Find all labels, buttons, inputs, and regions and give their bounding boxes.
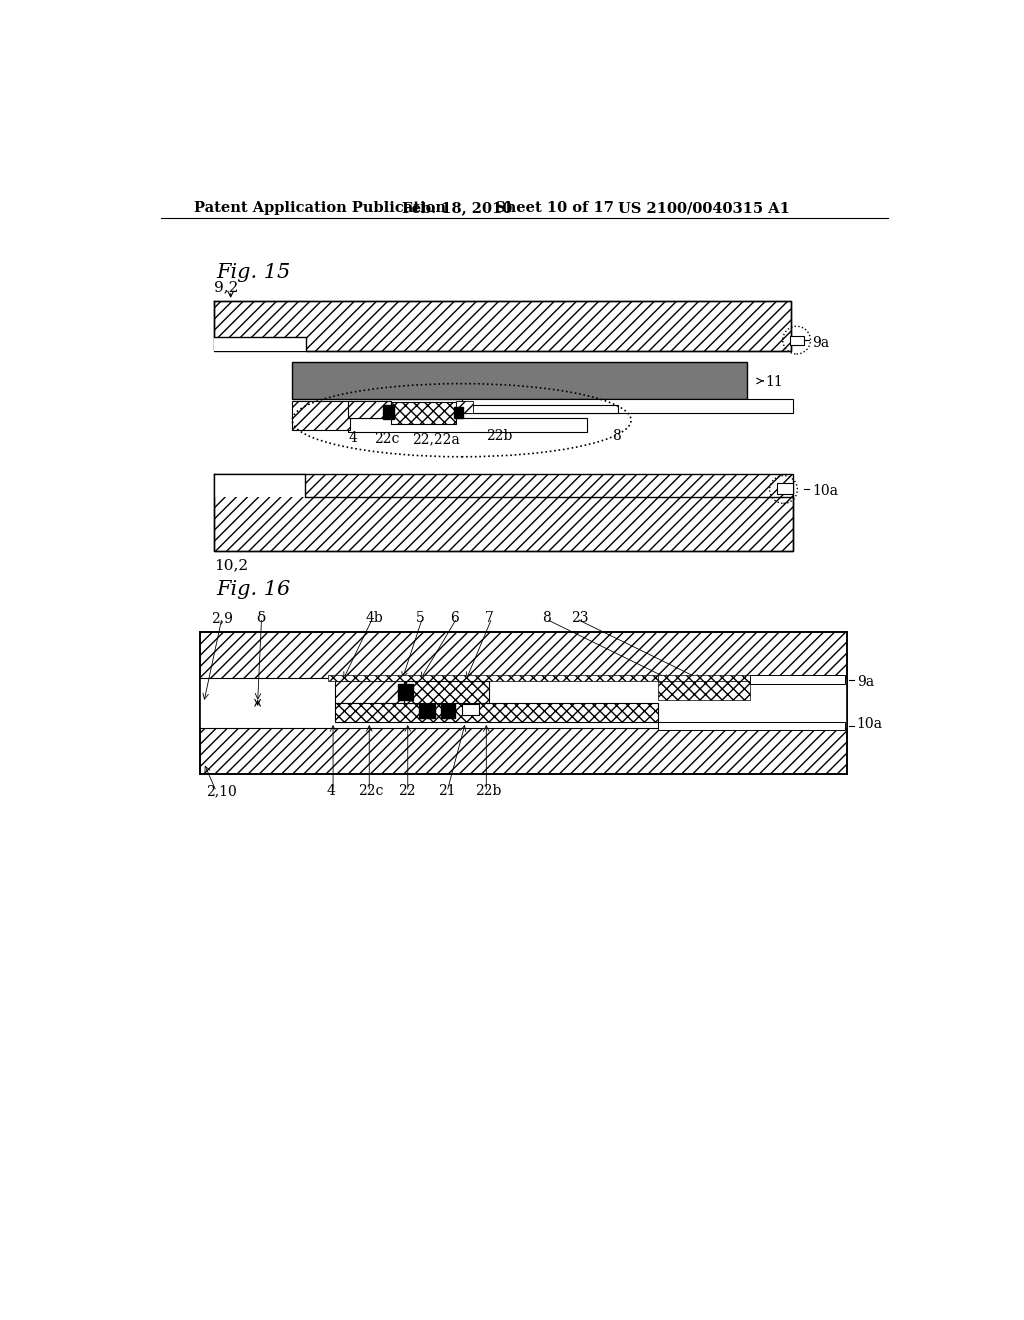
Text: 23: 23 bbox=[571, 611, 589, 626]
Text: 8: 8 bbox=[543, 611, 551, 626]
Bar bbox=[348, 401, 391, 418]
Text: 9a: 9a bbox=[857, 675, 873, 689]
Bar bbox=[214, 474, 304, 498]
Text: 22: 22 bbox=[398, 784, 416, 799]
Text: 9,2: 9,2 bbox=[214, 281, 239, 294]
Bar bbox=[790, 335, 804, 345]
Text: 4: 4 bbox=[327, 784, 336, 799]
Text: 24: 24 bbox=[295, 416, 313, 429]
Bar bbox=[214, 474, 793, 552]
Bar bbox=[292, 363, 746, 400]
Bar bbox=[658, 675, 751, 681]
Text: 10,2: 10,2 bbox=[214, 558, 248, 572]
Text: 10a: 10a bbox=[857, 717, 883, 731]
Text: δ: δ bbox=[256, 611, 265, 626]
Text: 22c: 22c bbox=[357, 784, 383, 799]
Bar bbox=[200, 632, 847, 775]
Text: Fig. 15: Fig. 15 bbox=[217, 263, 291, 282]
Bar bbox=[462, 400, 793, 413]
Bar bbox=[419, 705, 435, 718]
Bar bbox=[397, 684, 413, 700]
Bar bbox=[214, 301, 792, 351]
Bar bbox=[462, 705, 478, 715]
Text: 6: 6 bbox=[451, 611, 459, 626]
Bar bbox=[751, 675, 845, 684]
Text: 5: 5 bbox=[408, 401, 417, 416]
Bar bbox=[329, 675, 658, 681]
Text: 22b: 22b bbox=[475, 784, 502, 799]
Text: US 2100/0040315 A1: US 2100/0040315 A1 bbox=[617, 202, 790, 215]
Bar bbox=[441, 705, 455, 718]
Text: 4: 4 bbox=[348, 430, 357, 445]
Bar bbox=[348, 418, 587, 432]
Text: Feb. 18, 2010: Feb. 18, 2010 bbox=[401, 202, 512, 215]
Text: 7: 7 bbox=[484, 611, 494, 626]
Text: 4b: 4b bbox=[366, 611, 383, 626]
Text: 8: 8 bbox=[611, 429, 621, 444]
Bar bbox=[391, 403, 457, 424]
Bar bbox=[383, 405, 394, 418]
Text: 21: 21 bbox=[438, 784, 456, 799]
Text: 11: 11 bbox=[766, 375, 783, 389]
Text: 4b: 4b bbox=[354, 401, 372, 416]
Bar bbox=[658, 722, 845, 730]
Bar bbox=[658, 681, 751, 701]
Text: 22,22a: 22,22a bbox=[412, 433, 460, 446]
Text: 2,10: 2,10 bbox=[206, 784, 237, 799]
Text: Patent Application Publication: Patent Application Publication bbox=[194, 202, 445, 215]
Bar bbox=[457, 401, 473, 412]
Bar bbox=[200, 678, 847, 729]
Bar bbox=[292, 401, 350, 430]
Text: 10a: 10a bbox=[812, 484, 838, 498]
Text: 2,9: 2,9 bbox=[211, 611, 233, 626]
Bar bbox=[335, 681, 403, 702]
Text: 9a: 9a bbox=[812, 337, 829, 350]
Text: 7: 7 bbox=[486, 401, 496, 416]
Text: 22b: 22b bbox=[486, 429, 513, 444]
Bar bbox=[457, 405, 617, 412]
Text: 22c: 22c bbox=[374, 433, 399, 446]
Text: 5: 5 bbox=[416, 611, 424, 626]
Text: Sheet 10 of 17: Sheet 10 of 17 bbox=[495, 202, 613, 215]
Bar bbox=[214, 337, 306, 351]
Bar bbox=[403, 681, 488, 702]
Bar bbox=[454, 407, 463, 418]
Bar bbox=[777, 483, 793, 494]
Bar bbox=[335, 702, 658, 722]
Text: Fig. 16: Fig. 16 bbox=[217, 579, 291, 599]
